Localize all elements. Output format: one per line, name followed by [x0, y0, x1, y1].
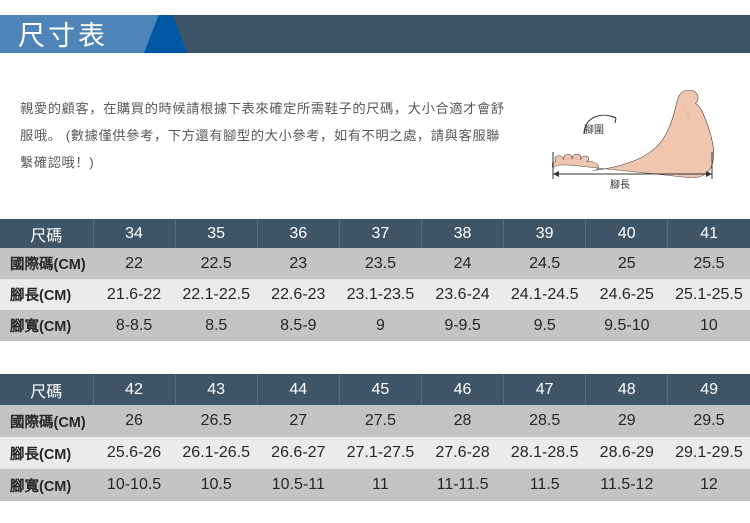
- svg-text:腳圍: 腳圍: [584, 124, 604, 136]
- svg-text:腳長: 腳長: [610, 179, 630, 191]
